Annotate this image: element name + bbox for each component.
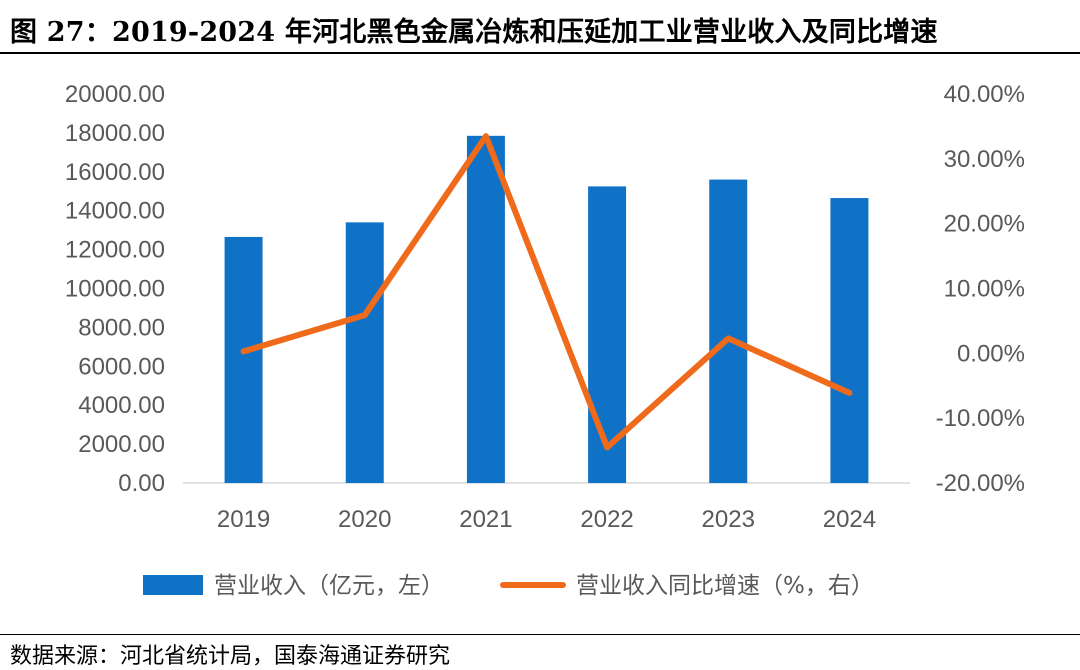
bar-2019 xyxy=(225,237,263,483)
left-tick-label: 2000.00 xyxy=(78,431,165,458)
left-tick-label: 12000.00 xyxy=(65,237,165,264)
right-axis: -20.00% -10.00% 0.00% 10.00% 20.00% 30.00% 40.… xyxy=(936,81,1025,497)
legend-bar-label: 营业收入（亿元，左） xyxy=(214,573,444,599)
right-tick-label: 0.00% xyxy=(957,340,1025,367)
right-tick-label: 10.00% xyxy=(944,276,1025,303)
plot-area xyxy=(183,136,910,483)
x-tick-label: 2022 xyxy=(580,506,633,533)
left-tick-label: 10000.00 xyxy=(65,276,165,303)
bar-2020 xyxy=(346,222,384,483)
left-tick-label: 18000.00 xyxy=(65,120,165,147)
x-tick-label: 2021 xyxy=(459,506,512,533)
legend-line-label: 营业收入同比增速（%，右） xyxy=(576,573,874,599)
left-tick-label: 4000.00 xyxy=(78,392,165,419)
growth-line xyxy=(244,136,850,447)
x-tick-label: 2020 xyxy=(338,506,391,533)
bar-2021 xyxy=(467,136,505,483)
x-axis: 2019 2020 2021 2022 2023 2024 xyxy=(217,506,876,533)
x-tick-label: 2024 xyxy=(823,506,876,533)
right-tick-label: 30.00% xyxy=(944,146,1025,173)
left-tick-label: 16000.00 xyxy=(65,159,165,186)
source-rule xyxy=(0,634,1080,635)
left-tick-label: 8000.00 xyxy=(78,314,165,341)
legend-bar-swatch xyxy=(143,575,203,595)
bars-layer xyxy=(225,136,869,483)
right-tick-label: 40.00% xyxy=(944,81,1025,108)
right-tick-label: -20.00% xyxy=(936,470,1025,497)
legend: 营业收入（亿元，左） 营业收入同比增速（%，右） xyxy=(143,573,874,599)
left-tick-label: 20000.00 xyxy=(65,81,165,108)
right-tick-label: 20.00% xyxy=(944,211,1025,238)
x-tick-label: 2023 xyxy=(702,506,755,533)
left-axis: 0.00 2000.00 4000.00 6000.00 8000.00 10000.00… xyxy=(65,81,165,497)
chart: 0.00 2000.00 4000.00 6000.00 8000.00 10000.00… xyxy=(0,0,1080,630)
left-tick-label: 6000.00 xyxy=(78,353,165,380)
bar-2024 xyxy=(830,198,868,483)
x-tick-label: 2019 xyxy=(217,506,270,533)
left-tick-label: 0.00 xyxy=(118,470,165,497)
source-note: 数据来源：河北省统计局，国泰海通证券研究 xyxy=(10,638,450,670)
bar-2023 xyxy=(709,180,747,483)
left-tick-label: 14000.00 xyxy=(65,198,165,225)
right-tick-label: -10.00% xyxy=(936,405,1025,432)
